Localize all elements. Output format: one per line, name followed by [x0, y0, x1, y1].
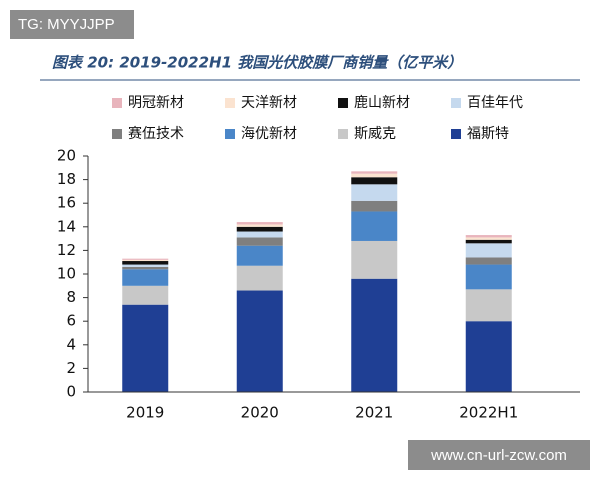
bar-segment: [122, 264, 169, 267]
y-tick-label: 12: [57, 241, 76, 259]
legend-swatch: [338, 98, 348, 108]
bar-segment: [351, 211, 398, 241]
watermark: TG: MYYJJPP: [18, 16, 115, 33]
legend-swatch: [451, 98, 461, 108]
bar-segment: [351, 171, 398, 174]
bar-segment: [351, 184, 398, 201]
legend-label: 鹿山新材: [354, 94, 410, 111]
legend-label: 福斯特: [467, 126, 509, 142]
x-tick-label: 2022H1: [459, 404, 518, 422]
bar-segment: [122, 269, 169, 286]
chart-title: 图表 20: 2019-2022H1 我国光伏胶膜厂商销量（亿平米）: [52, 54, 462, 72]
bar-segment: [465, 235, 512, 238]
y-tick-label: 20: [57, 147, 76, 165]
x-tick-label: 2021: [355, 404, 393, 422]
bar-segment: [465, 264, 512, 290]
legend-label: 海优新材: [241, 126, 297, 142]
bar-segment: [236, 231, 283, 238]
y-tick-label: 2: [66, 359, 76, 377]
bar-segment: [236, 245, 283, 266]
legend-swatch: [112, 129, 122, 139]
y-tick-label: 10: [57, 265, 76, 283]
bar-segment: [122, 259, 169, 262]
legend-label: 天洋新材: [241, 95, 297, 111]
bar-segment: [236, 222, 283, 225]
x-tick-label: 2020: [241, 404, 279, 422]
y-tick-label: 6: [66, 312, 76, 330]
legend-swatch: [225, 98, 235, 108]
bar-segment: [351, 240, 398, 279]
y-tick-label: 4: [66, 335, 76, 353]
y-tick-label: 14: [57, 217, 76, 235]
bar-segment: [351, 200, 398, 212]
bar-segment: [351, 173, 398, 178]
bar-segment: [465, 239, 512, 244]
bar-segment: [351, 278, 398, 392]
legend-swatch: [338, 129, 348, 139]
legend-swatch: [225, 129, 235, 139]
bar-segment: [465, 257, 512, 265]
legend-label: 明冠新材: [128, 95, 184, 111]
bar-segment: [465, 243, 512, 258]
bar-segment: [236, 265, 283, 291]
watermark-box: [10, 10, 134, 39]
legend-swatch: [451, 129, 461, 139]
bar-segment: [351, 177, 398, 185]
bar-segment: [465, 289, 512, 322]
watermark-box: [408, 440, 590, 470]
legend-label: 百佳年代: [467, 95, 523, 111]
bar-segment: [465, 237, 512, 240]
y-tick-label: 18: [57, 170, 76, 188]
legend-label: 赛伍技术: [128, 126, 184, 142]
bar-segment: [236, 226, 283, 232]
legend-label: 斯威克: [354, 126, 396, 142]
bar-segment: [236, 237, 283, 246]
watermark: www.cn-url-zcw.com: [430, 447, 567, 464]
bar-segment: [236, 224, 283, 227]
bar-segment: [465, 321, 512, 392]
legend-swatch: [112, 98, 122, 108]
y-tick-label: 8: [66, 288, 76, 306]
bar-segment: [122, 266, 169, 270]
y-tick-label: 16: [57, 194, 76, 212]
bar-segment: [236, 290, 283, 392]
x-tick-label: 2019: [126, 404, 164, 422]
bar-segment: [122, 258, 169, 260]
y-tick-label: 0: [66, 383, 76, 401]
bar-segment: [122, 304, 169, 392]
bar-segment: [122, 261, 169, 265]
bar-segment: [122, 285, 169, 305]
